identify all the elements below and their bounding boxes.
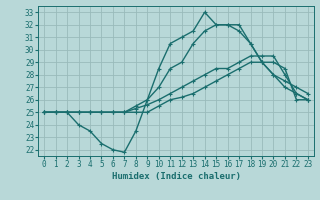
X-axis label: Humidex (Indice chaleur): Humidex (Indice chaleur) (111, 172, 241, 181)
